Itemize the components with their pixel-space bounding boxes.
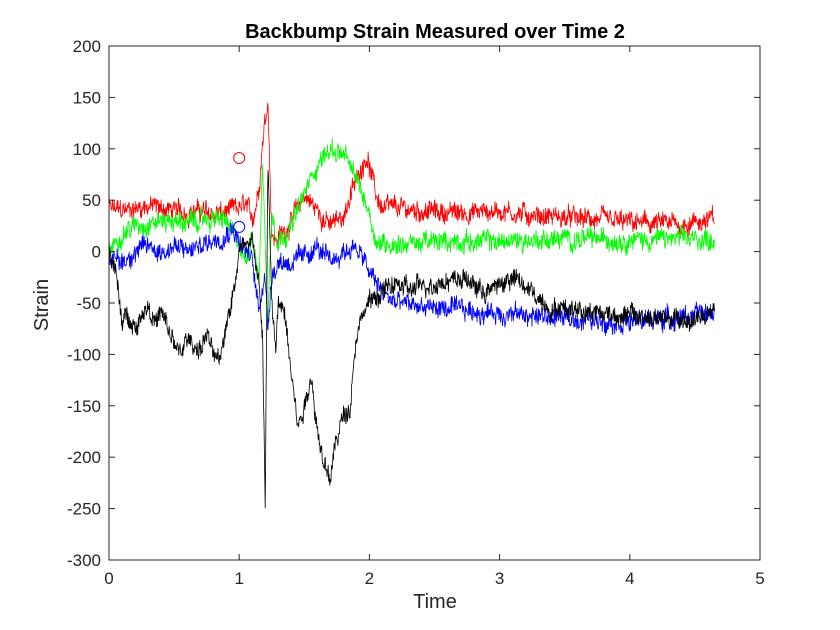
- series-line-3: [109, 222, 715, 336]
- y-tick-label: 150: [73, 88, 101, 107]
- series-line-4: [109, 169, 715, 509]
- marker-circle-2: [233, 220, 246, 233]
- y-tick-label: 200: [73, 37, 101, 56]
- y-tick-label: -150: [67, 397, 101, 416]
- x-axis-label: Time: [413, 591, 457, 613]
- y-tick-label: 50: [82, 191, 101, 210]
- y-tick-label: -250: [67, 500, 101, 519]
- y-tick-label: -100: [67, 345, 101, 364]
- x-tick-label: 1: [234, 569, 243, 588]
- chart-title: Backbump Strain Measured over Time 2: [245, 21, 625, 43]
- plot-frame: [108, 45, 761, 561]
- x-tick-label: 4: [625, 569, 634, 588]
- y-tick-label: 0: [92, 243, 101, 262]
- y-axis-label: Strain: [31, 279, 53, 331]
- x-tick-label: 5: [755, 569, 764, 588]
- y-tick-label: -200: [67, 448, 101, 467]
- series-line-1: [109, 102, 715, 248]
- x-tick-label: 2: [365, 569, 374, 588]
- x-tick-label: 0: [104, 569, 113, 588]
- y-tick-label: -300: [67, 551, 101, 570]
- y-tick-label: 100: [73, 140, 101, 159]
- marker-circle-1: [233, 152, 246, 165]
- series-line-2: [109, 137, 715, 324]
- x-tick-label: 3: [495, 569, 504, 588]
- y-tick-label: -50: [76, 294, 101, 313]
